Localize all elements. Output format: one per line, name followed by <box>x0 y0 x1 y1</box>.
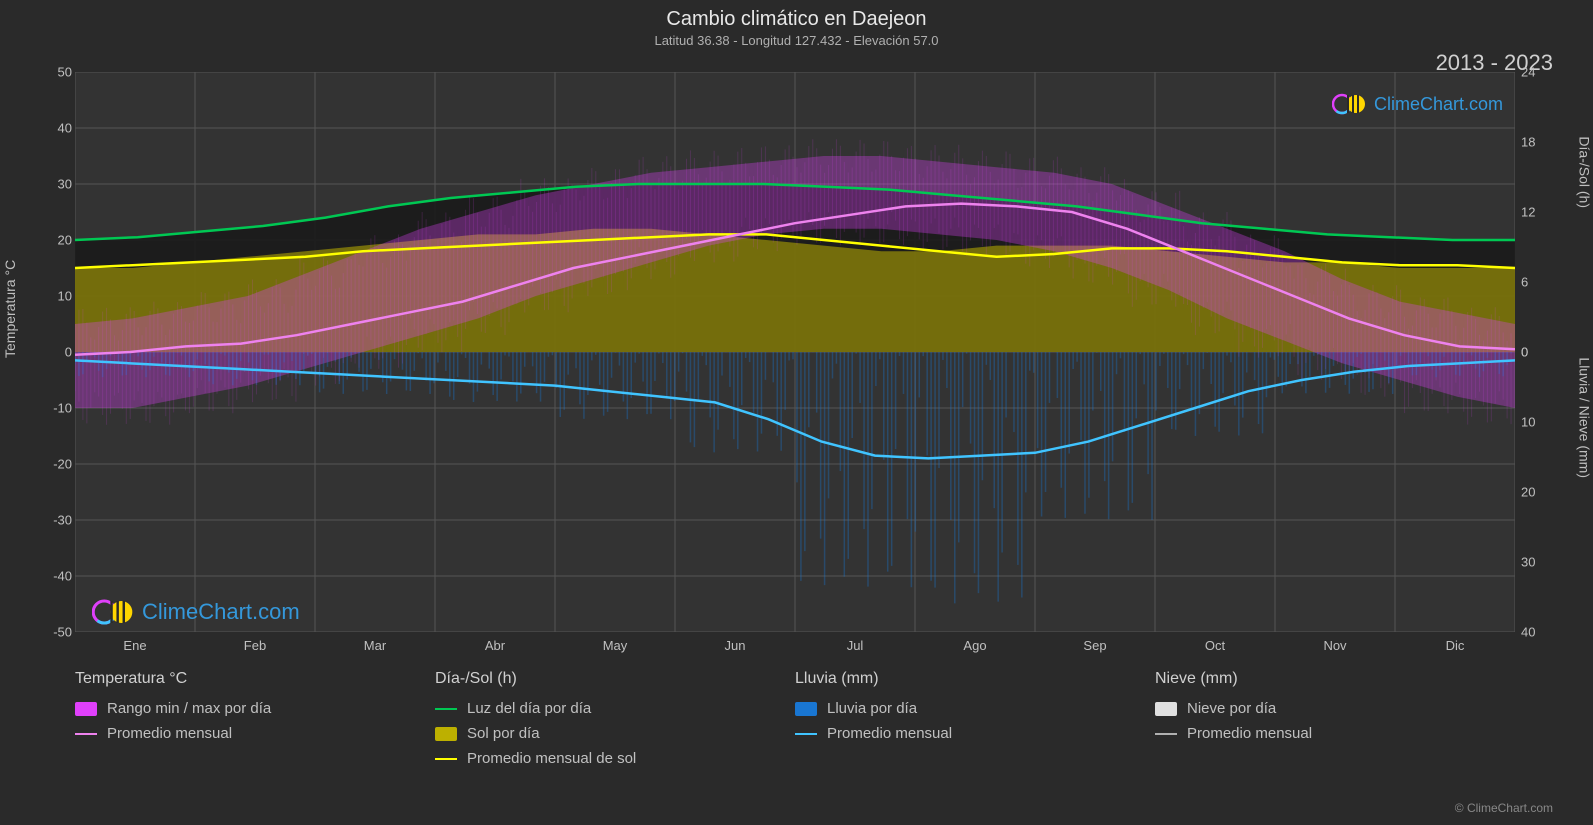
legend-label: Nieve por día <box>1187 700 1276 717</box>
legend-label: Promedio mensual <box>107 725 232 742</box>
y-axis-left-label: Temperatura °C <box>2 260 18 358</box>
y-tick-right-top: 18 <box>1521 135 1545 150</box>
legend-group: Temperatura °C Rango min / max por día Pro… <box>75 670 435 775</box>
y-tick-right-bottom: 30 <box>1521 555 1545 570</box>
chart-svg <box>75 72 1515 632</box>
legend-swatch <box>1155 733 1177 735</box>
brand-name: ClimeChart.com <box>142 599 300 625</box>
legend-label: Promedio mensual <box>827 725 952 742</box>
y-axis-right-top-label: Día-/Sol (h) <box>1577 136 1593 208</box>
legend-item: Promedio mensual <box>795 725 1155 742</box>
x-tick-month: May <box>603 638 628 653</box>
y-tick-left: -50 <box>48 625 72 640</box>
legend-item: Lluvia por día <box>795 700 1155 717</box>
y-tick-right-top: 12 <box>1521 205 1545 220</box>
legend-swatch <box>75 733 97 735</box>
legend-item: Sol por día <box>435 725 795 742</box>
y-tick-right-bottom: 20 <box>1521 485 1545 500</box>
brand-logo-bl: ClimeChart.com <box>92 597 300 627</box>
legend-label: Promedio mensual <box>1187 725 1312 742</box>
y-tick-left: -30 <box>48 513 72 528</box>
y-tick-right-bottom: 10 <box>1521 415 1545 430</box>
legend-label: Lluvia por día <box>827 700 917 717</box>
climate-chart: Cambio climático en Daejeon Latitud 36.3… <box>0 0 1593 825</box>
legend-item: Rango min / max por día <box>75 700 435 717</box>
y-tick-right-top: 24 <box>1521 65 1545 80</box>
x-tick-month: Mar <box>364 638 386 653</box>
legend-swatch <box>435 727 457 741</box>
logo-icon <box>92 597 136 627</box>
x-tick-month: Feb <box>244 638 266 653</box>
copyright: © ClimeChart.com <box>1455 801 1553 815</box>
y-tick-left: 20 <box>48 233 72 248</box>
x-tick-month: Jul <box>847 638 864 653</box>
legend-group-title: Temperatura °C <box>75 670 435 688</box>
brand-name: ClimeChart.com <box>1374 94 1503 115</box>
legend-item: Luz del día por día <box>435 700 795 717</box>
legend-label: Luz del día por día <box>467 700 591 717</box>
legend-group: Nieve (mm) Nieve por día Promedio mensual <box>1155 670 1515 775</box>
legend-group-title: Día-/Sol (h) <box>435 670 795 688</box>
y-tick-right-bottom: 40 <box>1521 625 1545 640</box>
legend-item: Promedio mensual <box>1155 725 1515 742</box>
legend-swatch <box>75 702 97 716</box>
legend: Temperatura °C Rango min / max por día Pro… <box>75 670 1515 775</box>
legend-swatch <box>435 708 457 710</box>
y-tick-right-top: 6 <box>1521 275 1545 290</box>
legend-label: Rango min / max por día <box>107 700 271 717</box>
legend-item: Promedio mensual <box>75 725 435 742</box>
x-tick-month: Sep <box>1083 638 1106 653</box>
x-tick-month: Ene <box>123 638 146 653</box>
brand-logo-tr: ClimeChart.com <box>1332 92 1503 116</box>
legend-item: Nieve por día <box>1155 700 1515 717</box>
y-tick-left: 0 <box>48 345 72 360</box>
y-tick-left: -40 <box>48 569 72 584</box>
legend-swatch <box>795 733 817 735</box>
y-tick-left: 50 <box>48 65 72 80</box>
legend-item: Promedio mensual de sol <box>435 750 795 767</box>
y-tick-left: 30 <box>48 177 72 192</box>
chart-subtitle: Latitud 36.38 - Longitud 127.432 - Eleva… <box>0 33 1593 48</box>
y-tick-left: -20 <box>48 457 72 472</box>
logo-icon <box>1332 92 1368 116</box>
legend-swatch <box>435 758 457 760</box>
y-axis-right-bottom-label: Lluvia / Nieve (mm) <box>1577 357 1593 478</box>
y-tick-left: 40 <box>48 121 72 136</box>
plot-area <box>75 72 1515 632</box>
x-tick-month: Ago <box>963 638 986 653</box>
x-tick-month: Abr <box>485 638 505 653</box>
x-tick-month: Jun <box>725 638 746 653</box>
x-tick-month: Nov <box>1323 638 1346 653</box>
legend-swatch <box>1155 702 1177 716</box>
legend-label: Sol por día <box>467 725 540 742</box>
y-tick-left: 10 <box>48 289 72 304</box>
legend-group-title: Nieve (mm) <box>1155 670 1515 688</box>
x-tick-month: Dic <box>1446 638 1465 653</box>
x-tick-month: Oct <box>1205 638 1225 653</box>
chart-title: Cambio climático en Daejeon <box>0 8 1593 31</box>
y-tick-left: -10 <box>48 401 72 416</box>
legend-group: Día-/Sol (h) Luz del día por día Sol por d… <box>435 670 795 775</box>
y-tick-right-bottom: 0 <box>1521 345 1545 360</box>
legend-group-title: Lluvia (mm) <box>795 670 1155 688</box>
legend-group: Lluvia (mm) Lluvia por día Promedio mensua… <box>795 670 1155 775</box>
legend-swatch <box>795 702 817 716</box>
legend-label: Promedio mensual de sol <box>467 750 636 767</box>
